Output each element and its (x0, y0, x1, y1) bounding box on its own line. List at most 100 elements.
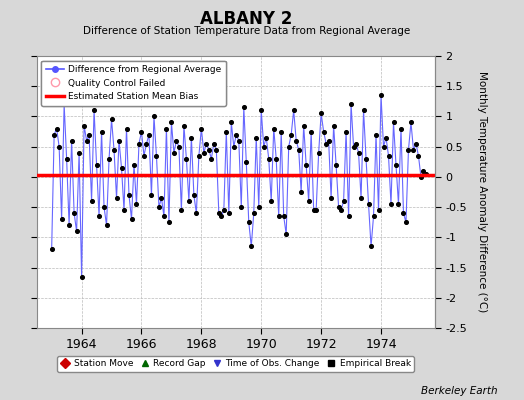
Point (252, 134, 260, 141)
Point (192, 210, 201, 216)
Point (247, 243, 256, 250)
Point (160, 213, 168, 219)
Point (150, 113, 158, 120)
Point (122, 125, 130, 132)
Point (75, 150, 83, 156)
Point (202, 140, 211, 147)
Point (405, 146, 413, 153)
Point (65, 222, 73, 228)
Point (310, 207, 318, 213)
Point (312, 207, 320, 213)
Point (287, 131, 296, 138)
Point (187, 134, 195, 141)
Point (350, 144, 358, 150)
Point (419, 168, 428, 174)
Point (200, 150, 208, 156)
Point (342, 128, 350, 135)
Point (52, 125, 61, 132)
Point (364, 201, 373, 207)
Point (143, 140, 151, 147)
Point (212, 146, 221, 153)
Point (120, 207, 128, 213)
Point (140, 152, 148, 159)
Point (78, 274, 86, 280)
Point (170, 150, 178, 156)
Point (389, 119, 398, 126)
Point (307, 128, 315, 135)
Point (195, 152, 203, 159)
Point (275, 213, 283, 219)
Point (402, 219, 410, 226)
Point (330, 122, 338, 129)
Point (302, 162, 310, 168)
Point (262, 134, 270, 141)
Point (285, 144, 293, 150)
Point (242, 158, 250, 165)
Point (394, 201, 402, 207)
Text: ALBANY 2: ALBANY 2 (200, 10, 292, 28)
Point (130, 162, 138, 168)
Point (412, 140, 420, 147)
Point (197, 125, 205, 132)
Point (374, 207, 383, 213)
Point (245, 219, 253, 226)
Point (257, 107, 266, 114)
Point (359, 107, 368, 114)
Point (372, 131, 380, 138)
Point (167, 119, 176, 126)
Point (352, 140, 361, 147)
Point (379, 144, 388, 150)
Point (362, 156, 370, 162)
Point (210, 140, 218, 147)
Point (60, 101, 68, 108)
Point (110, 146, 118, 153)
Point (145, 131, 153, 138)
Point (232, 131, 241, 138)
Point (387, 201, 395, 207)
Point (347, 101, 355, 108)
Point (190, 192, 198, 198)
Point (177, 207, 185, 213)
Point (322, 140, 330, 147)
Legend: Difference from Regional Average, Quality Control Failed, Estimated Station Mean: Difference from Regional Average, Qualit… (41, 60, 226, 106)
Point (369, 213, 378, 219)
Point (48, 246, 56, 253)
Point (95, 213, 103, 219)
Point (125, 192, 133, 198)
Point (102, 222, 111, 228)
Point (289, 107, 298, 114)
Point (205, 146, 213, 153)
Point (407, 119, 415, 126)
Point (207, 156, 215, 162)
Point (417, 174, 425, 180)
Point (357, 195, 365, 201)
Point (324, 138, 333, 144)
Point (377, 92, 385, 98)
Point (409, 146, 418, 153)
Point (180, 122, 188, 129)
Point (80, 122, 88, 129)
Point (88, 198, 96, 204)
Point (327, 195, 335, 201)
Point (165, 219, 173, 226)
Point (340, 198, 348, 204)
Point (72, 228, 81, 234)
Point (292, 138, 300, 144)
Point (62, 156, 71, 162)
Point (127, 216, 136, 222)
Point (384, 152, 392, 159)
Point (222, 128, 231, 135)
Point (155, 204, 163, 210)
Point (337, 207, 345, 213)
Point (220, 207, 228, 213)
Point (90, 107, 99, 114)
Point (217, 213, 225, 219)
Point (172, 138, 181, 144)
Point (304, 198, 313, 204)
Point (414, 152, 423, 159)
Point (174, 144, 183, 150)
Point (137, 128, 146, 135)
Point (82, 138, 91, 144)
Point (147, 192, 156, 198)
Point (55, 144, 63, 150)
